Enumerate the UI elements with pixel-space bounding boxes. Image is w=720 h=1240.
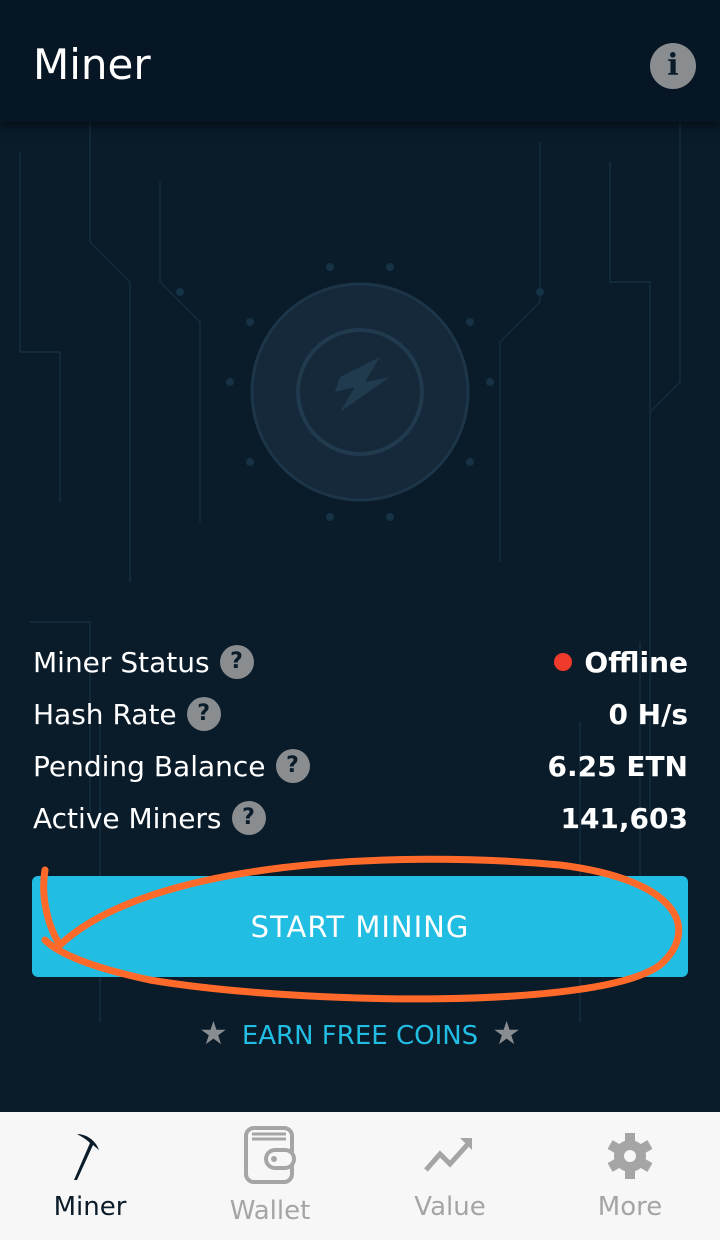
wallet-icon [244, 1126, 296, 1184]
tab-label: Value [414, 1192, 486, 1222]
tab-label: Wallet [229, 1196, 311, 1226]
electroneum-logo [250, 282, 470, 502]
tab-wallet[interactable]: Wallet [180, 1112, 360, 1240]
tab-label: More [597, 1192, 663, 1222]
trending-up-icon [424, 1138, 472, 1172]
tab-value[interactable]: Value [360, 1112, 540, 1240]
help-icon[interactable]: ? [275, 749, 310, 783]
help-icon[interactable]: ? [231, 801, 266, 835]
stat-row-pending-balance: Pending Balance? 6.25 ETN [33, 740, 688, 792]
stat-row-active-miners: Active Miners? 141,603 [33, 792, 688, 844]
stat-row-miner-status: Miner Status? Offline [33, 636, 688, 688]
tab-more[interactable]: More [540, 1112, 720, 1240]
stat-value: Offline [584, 645, 688, 679]
earn-free-coins-link[interactable]: ★ EARN FREE COINS ★ [0, 1014, 720, 1052]
stat-value: 141,603 [560, 801, 688, 835]
star-icon: ★ [492, 1014, 521, 1052]
help-icon[interactable]: ? [186, 697, 221, 731]
info-icon[interactable]: i [650, 43, 696, 89]
star-icon: ★ [199, 1014, 228, 1052]
stat-label: Miner Status [33, 645, 210, 679]
circuit-background [19, 122, 681, 1022]
help-icon[interactable]: ? [219, 645, 254, 679]
earn-free-coins-label[interactable]: EARN FREE COINS [241, 1021, 479, 1051]
page-title: Miner [33, 40, 151, 89]
tab-label: Miner [53, 1192, 127, 1222]
app-header: Miner i [0, 0, 720, 122]
stat-value: 0 H/s [608, 697, 688, 731]
miner-stats: Miner Status? Offline Hash Rate? 0 H/s P… [33, 636, 688, 844]
start-mining-button[interactable]: START MINING [32, 876, 688, 977]
stat-label: Active Miners [33, 801, 222, 835]
status-dot [554, 653, 573, 671]
tab-miner[interactable]: Miner [0, 1112, 180, 1240]
stat-row-hash-rate: Hash Rate? 0 H/s [33, 688, 688, 740]
bottom-nav: Miner Wallet Value More [0, 1112, 720, 1240]
stat-label: Hash Rate [33, 697, 177, 731]
pickaxe-icon [74, 1134, 99, 1180]
stat-label: Pending Balance [33, 749, 266, 783]
stat-value: 6.25 ETN [547, 749, 689, 783]
gear-icon [607, 1133, 653, 1179]
